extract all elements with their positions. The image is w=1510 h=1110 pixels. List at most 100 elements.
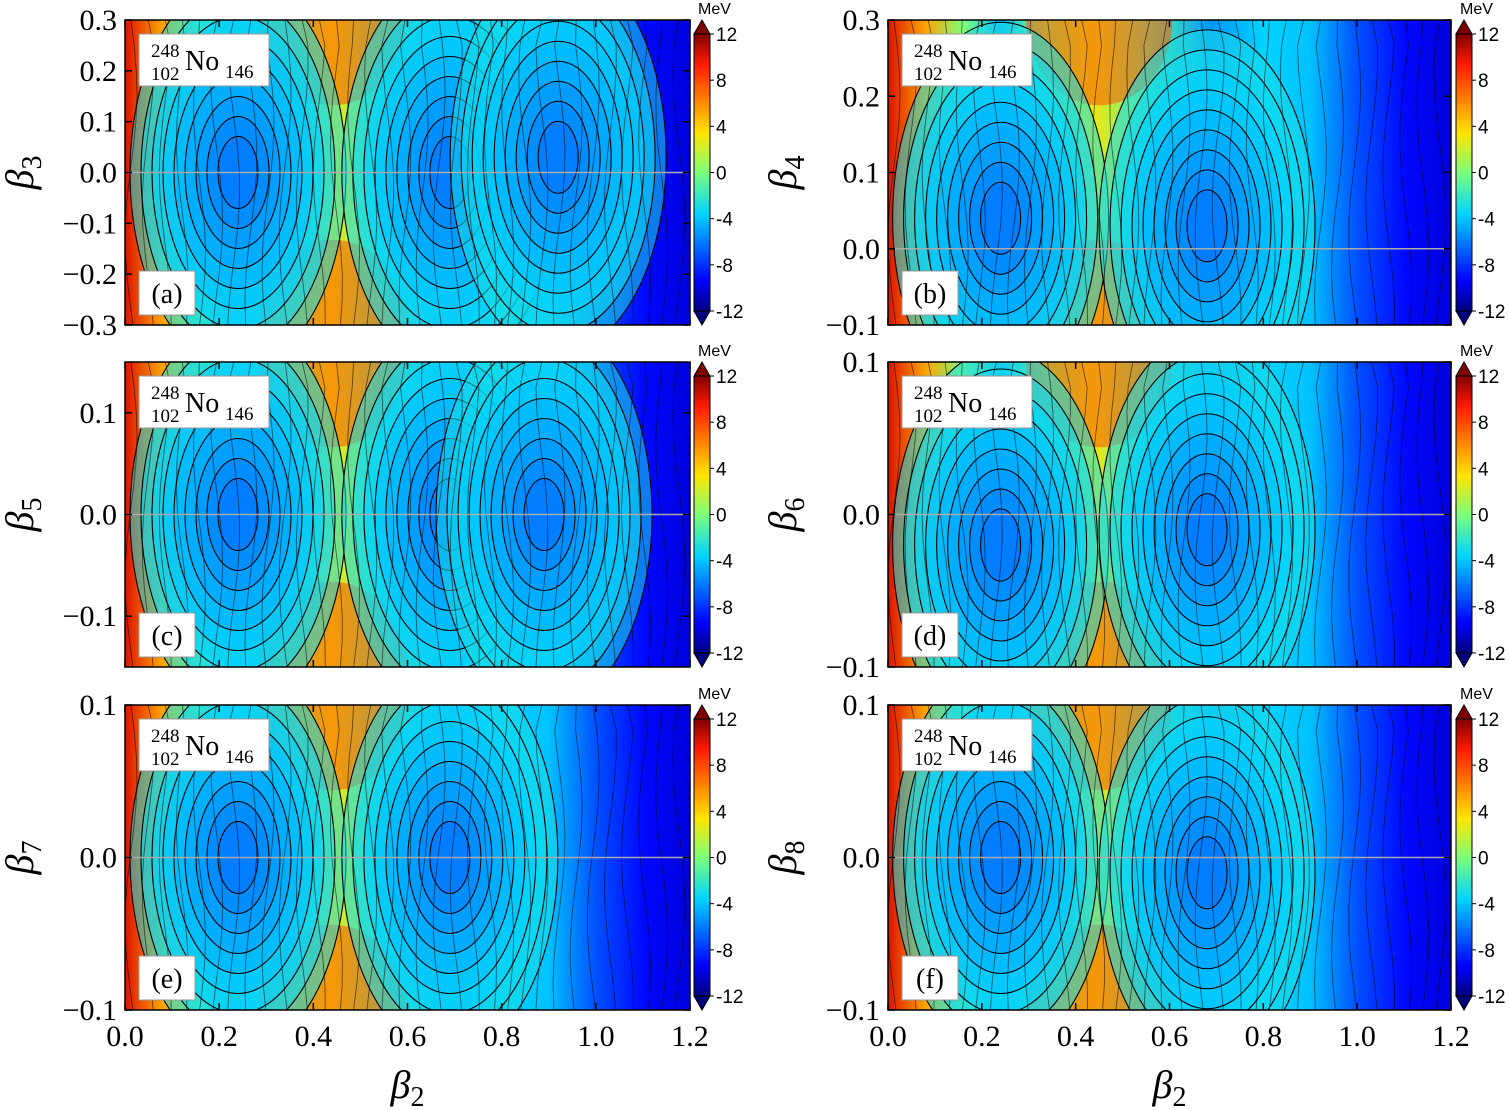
minimum-2: [1098, 705, 1316, 1010]
y-tick-label: 0.2: [843, 80, 881, 113]
y-tick-label: −0.1: [63, 994, 117, 1027]
colorbar-unit: MeV: [698, 343, 731, 360]
y-axis-label: β7: [0, 841, 48, 876]
svg-text:No: No: [185, 388, 219, 419]
y-tick-label: 0.0: [843, 233, 881, 266]
x-tick-label: 0.4: [1057, 1020, 1095, 1053]
y-axis-label: β8: [760, 841, 811, 876]
x-tick-label: 0.6: [1151, 1020, 1189, 1053]
y-tick-label: −0.1: [826, 994, 880, 1027]
colorbar: MeV 12 8 4 0 -4 -8 -12: [693, 686, 743, 1012]
svg-text:248: 248: [914, 726, 943, 747]
colorbar-tick-label: 0: [716, 849, 727, 870]
x-tick-label: 0.8: [483, 1020, 521, 1053]
colorbar-tick-label: 4: [716, 802, 727, 823]
colorbar: MeV 12 8 4 0 -4 -8 -12: [693, 1, 743, 327]
contour-line: [1194, 20, 1208, 325]
y-tick-label: 0.1: [843, 346, 881, 379]
panel-e: 0.10.0−0.10.0 0.2 0.4 0.6 0.8 1.0 1.2β2β724810…: [0, 686, 743, 1110]
svg-text:102: 102: [151, 749, 180, 770]
y-tick-label: −0.1: [826, 651, 880, 684]
minimum-2: [1098, 29, 1316, 325]
colorbar-tick-label: 8: [1478, 413, 1489, 434]
x-tick-label: 0.0: [106, 1020, 144, 1053]
contour-line: [1126, 20, 1140, 325]
y-tick-label: 0.0: [80, 157, 118, 190]
minimum-1: [892, 362, 1110, 667]
svg-text:248: 248: [151, 726, 180, 747]
y-tick-label: 0.1: [80, 106, 118, 139]
svg-text:No: No: [948, 388, 982, 419]
colorbar-tick-label: 4: [1478, 459, 1489, 480]
colorbar-tick-label: 8: [716, 71, 727, 92]
colorbar-unit: MeV: [1460, 343, 1493, 360]
colorbar-tick-label: 8: [716, 756, 727, 777]
contour-line: [1228, 20, 1242, 325]
contour-line: [1365, 20, 1378, 325]
colorbar-unit: MeV: [698, 1, 731, 18]
contour-line: [1297, 20, 1310, 325]
x-tick-label: 1.2: [671, 1020, 709, 1053]
svg-text:146: 146: [225, 404, 254, 425]
svg-text:248: 248: [151, 41, 180, 62]
colorbar-unit: MeV: [698, 686, 731, 703]
contour-line: [537, 120, 579, 194]
contour-line: [1160, 20, 1174, 325]
colorbar-tick-label: 12: [1478, 710, 1499, 731]
svg-text:(a): (a): [151, 279, 182, 310]
y-tick-label: −0.1: [63, 600, 117, 633]
contour-line: [1263, 20, 1276, 325]
x-tick-label: 0.4: [295, 1020, 333, 1053]
contour-line: [1109, 20, 1123, 325]
svg-text:102: 102: [914, 406, 943, 427]
y-tick-label: 0.0: [843, 499, 881, 532]
svg-text:146: 146: [988, 747, 1017, 768]
y-tick-label: 0.0: [843, 842, 881, 875]
x-tick-label: 0.0: [869, 1020, 907, 1053]
contour-line: [1331, 20, 1345, 325]
contour-line: [1416, 20, 1430, 325]
svg-text:146: 146: [225, 62, 254, 83]
y-tick-label: 0.0: [80, 499, 118, 532]
y-tick-label: 0.1: [843, 157, 881, 190]
y-axis-label: β3: [0, 156, 48, 191]
colorbar-tick-label: -8: [716, 256, 733, 277]
colorbar-tick-label: -4: [1478, 552, 1495, 573]
contour-line: [1348, 20, 1362, 325]
contour-line: [1399, 20, 1413, 325]
colorbar-tick-label: 12: [1478, 25, 1499, 46]
colorbar-tick-label: 0: [1478, 506, 1489, 527]
contour-line: [1186, 493, 1228, 567]
panel-f: 0.10.0−0.10.0 0.2 0.4 0.6 0.8 1.0 1.2β2β824810…: [760, 686, 1505, 1110]
colorbar-tick-label: -12: [1478, 987, 1505, 1008]
contour-line: [1382, 20, 1396, 325]
colorbar-tick-label: -12: [716, 644, 743, 665]
colorbar-tick-label: -8: [716, 598, 733, 619]
x-tick-label: 0.2: [200, 1020, 238, 1053]
contour-line: [1314, 20, 1327, 325]
y-axis-label: β4: [760, 156, 811, 191]
x-axis-label: β2: [390, 1062, 425, 1110]
svg-text:248: 248: [914, 41, 943, 62]
svg-text:102: 102: [914, 64, 943, 85]
colorbar-tick-label: 0: [716, 164, 727, 185]
colorbar-unit: MeV: [1460, 686, 1493, 703]
contour-line: [1143, 20, 1157, 325]
contour-line: [1245, 20, 1259, 325]
svg-text:(e): (e): [151, 964, 182, 995]
svg-text:102: 102: [151, 406, 180, 427]
panel-letter: (e): [138, 955, 196, 1001]
x-tick-label: 0.8: [1245, 1020, 1283, 1053]
y-tick-label: 0.2: [80, 55, 118, 88]
colorbar-tick-label: 0: [716, 506, 727, 527]
x-tick-label: 0.2: [963, 1020, 1001, 1053]
y-tick-label: 0.1: [80, 689, 118, 722]
y-tick-label: −0.1: [826, 309, 880, 342]
contour-line: [1024, 20, 1037, 325]
